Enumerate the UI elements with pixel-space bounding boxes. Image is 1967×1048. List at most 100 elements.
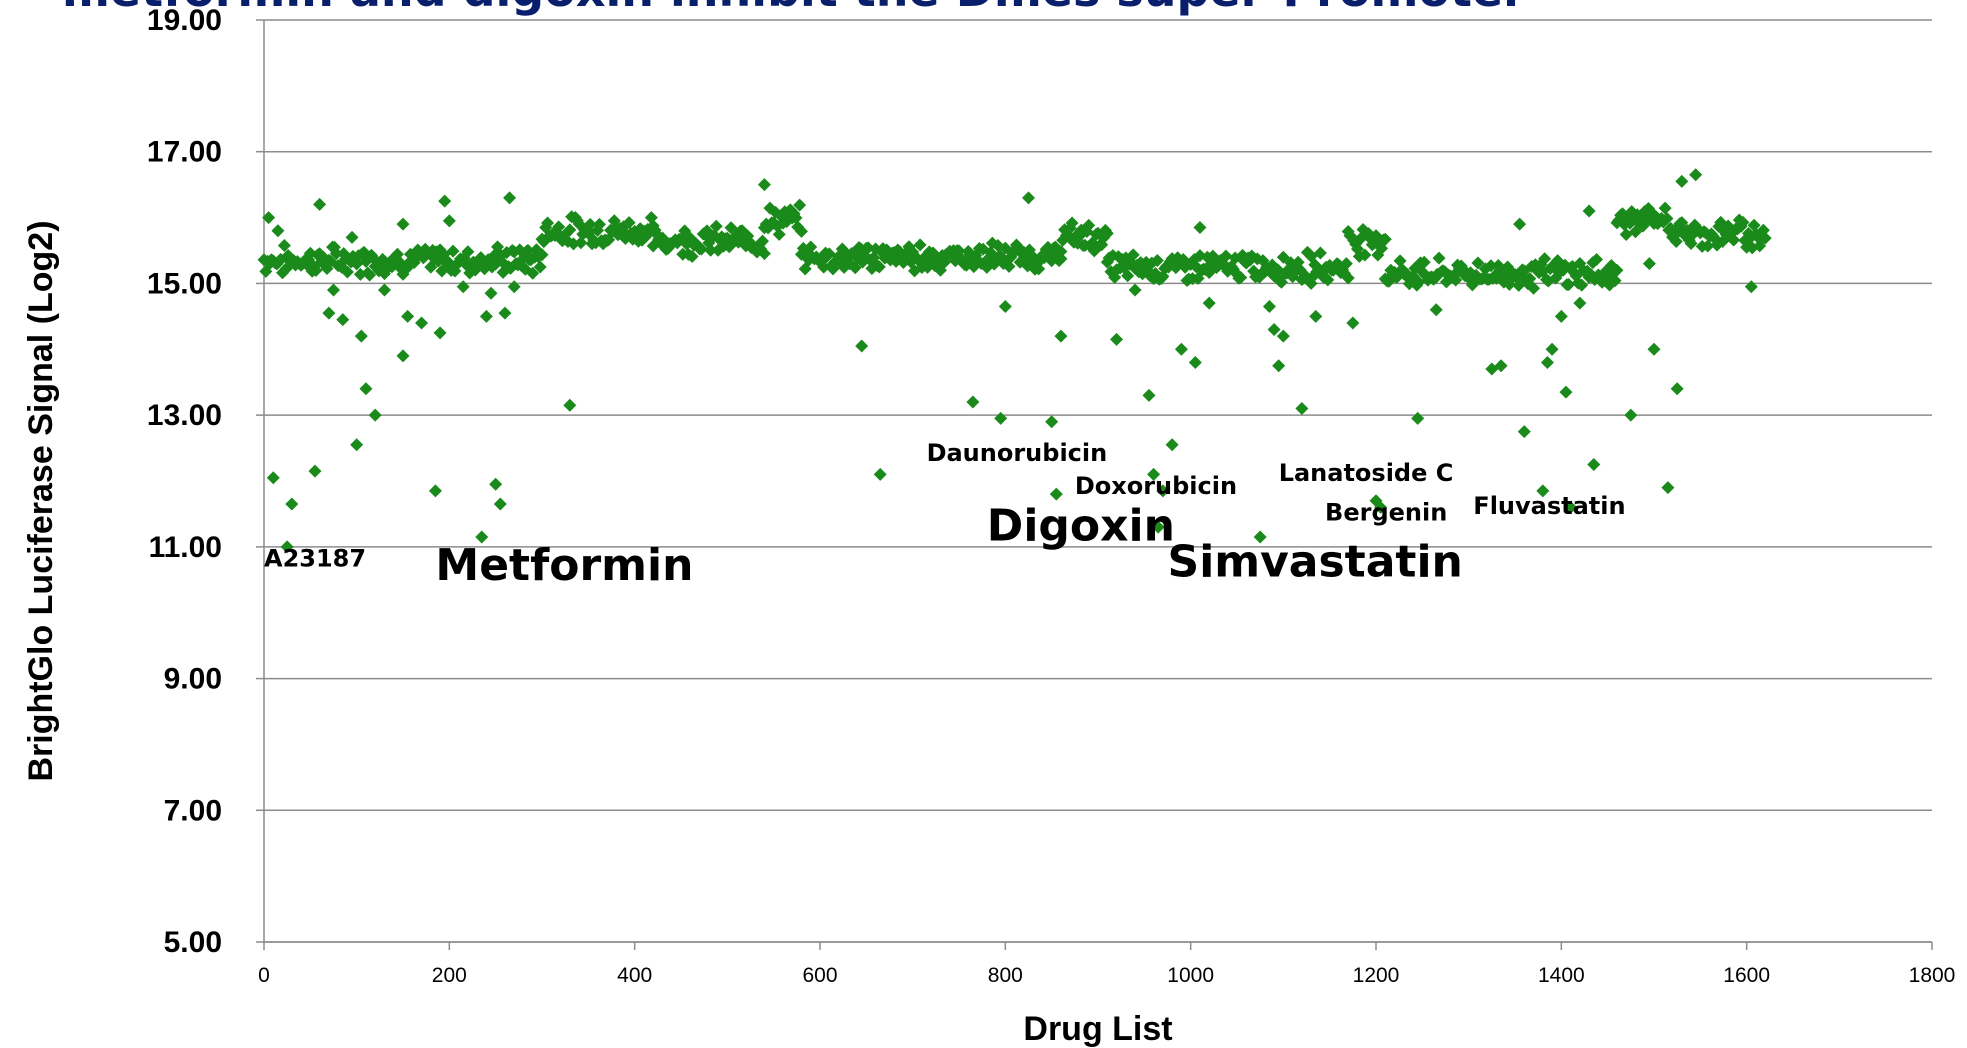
data-point: [262, 211, 276, 225]
x-tick-label: 1000: [1167, 964, 1214, 987]
data-point: [804, 240, 818, 254]
data-point: [359, 382, 373, 396]
data-point: [390, 247, 404, 261]
data-point: [1736, 215, 1750, 229]
annotation-label: Daunorubicin: [927, 439, 1108, 467]
data-point: [1339, 257, 1353, 271]
data-point: [1321, 273, 1335, 287]
data-point: [507, 280, 521, 294]
data-point: [1540, 355, 1554, 369]
data-point: [1193, 249, 1207, 263]
y-tick-label: 17.00: [147, 136, 222, 169]
data-point: [415, 316, 429, 330]
data-point: [1647, 342, 1661, 356]
data-point: [337, 247, 351, 261]
data-point: [401, 309, 415, 323]
data-point: [913, 238, 927, 252]
data-point: [1727, 233, 1741, 247]
data-point: [1017, 245, 1031, 259]
data-point: [1432, 251, 1446, 265]
data-point: [793, 198, 807, 212]
data-point: [285, 497, 299, 511]
data-point: [1660, 212, 1674, 226]
data-point: [1188, 355, 1202, 369]
data-point: [322, 306, 336, 320]
y-tick-label: 15.00: [147, 267, 222, 300]
data-point: [1341, 271, 1355, 285]
data-point: [563, 223, 577, 237]
data-point: [1082, 218, 1096, 232]
data-point: [280, 540, 294, 554]
data-point: [1022, 191, 1035, 205]
data-point: [350, 438, 364, 452]
data-point: [1675, 174, 1689, 188]
data-point: [1295, 402, 1309, 416]
data-point: [266, 471, 280, 485]
data-point: [1642, 257, 1656, 271]
data-point: [704, 243, 718, 257]
data-point: [411, 243, 425, 257]
data-point: [1417, 255, 1431, 269]
data-point: [563, 398, 577, 412]
data-point: [1545, 342, 1559, 356]
data-point: [277, 239, 291, 253]
data-point: [1045, 415, 1059, 429]
data-point: [442, 214, 456, 228]
annotation-label: Bergenin: [1325, 499, 1447, 527]
data-point: [1689, 168, 1703, 182]
annotation-label: Lanatoside C: [1279, 459, 1454, 487]
data-point: [1575, 278, 1589, 292]
x-tick-labels: 0 200 400 600 800 1000 1200 1400 1600 1800: [258, 964, 1955, 987]
data-point: [368, 408, 382, 422]
data-point: [1747, 218, 1761, 232]
data-point: [359, 254, 373, 268]
data-point: [1276, 329, 1290, 343]
data-point: [872, 260, 886, 274]
data-point: [363, 268, 377, 282]
data-point: [789, 211, 803, 225]
data-point: [484, 286, 498, 300]
data-point: [1517, 425, 1531, 439]
data-point: [552, 220, 566, 234]
data-point: [521, 244, 535, 257]
data-point: [1624, 408, 1638, 422]
x-tick-label: 600: [802, 964, 837, 987]
data-point: [1100, 226, 1114, 240]
data-point: [709, 219, 723, 233]
data-point: [438, 194, 452, 208]
data-point: [1253, 530, 1267, 544]
data-point: [1002, 259, 1016, 273]
data-point: [309, 263, 323, 277]
data-point: [1054, 329, 1068, 343]
data-point: [1054, 252, 1068, 266]
data-point: [500, 246, 514, 260]
annotation-label: Metformin: [435, 540, 693, 591]
data-point: [535, 248, 549, 262]
data-point: [757, 247, 771, 261]
data-point: [926, 246, 940, 260]
data-point: [1610, 263, 1624, 277]
data-point: [685, 249, 699, 263]
data-point: [1536, 484, 1550, 498]
data-point: [541, 216, 555, 230]
data-point: [966, 395, 980, 409]
data-point: [456, 280, 470, 294]
data-point: [1147, 467, 1161, 481]
data-point: [308, 464, 322, 478]
data-point: [1582, 204, 1596, 218]
data-point: [1065, 216, 1079, 230]
data-point: [757, 178, 771, 192]
annotation-label: Digoxin: [987, 500, 1175, 551]
data-point: [1554, 309, 1568, 323]
x-tick-label: 800: [988, 964, 1023, 987]
data-point: [622, 216, 636, 230]
data-point: [1121, 269, 1135, 283]
data-point: [1669, 234, 1683, 248]
x-tick-label: 200: [432, 964, 467, 987]
data-point: [1658, 201, 1672, 215]
data-point: [1590, 253, 1604, 267]
data-point: [1219, 249, 1233, 263]
data-point: [1562, 277, 1576, 291]
data-point: [354, 329, 368, 343]
